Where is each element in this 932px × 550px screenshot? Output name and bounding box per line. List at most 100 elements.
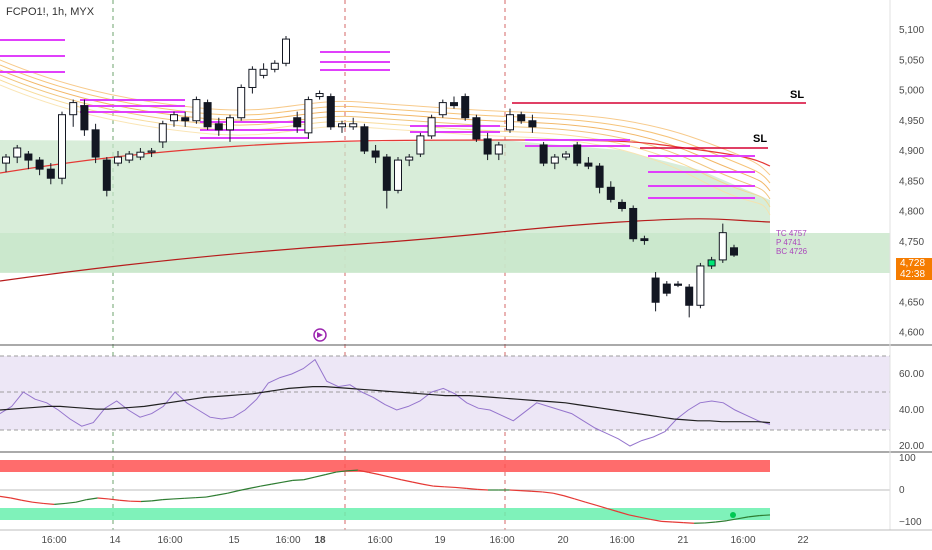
oscillator-segment	[455, 486, 467, 489]
candle	[730, 244, 738, 257]
oscillator-segment	[520, 490, 532, 492]
candle-body	[483, 138, 492, 155]
oscillator-segment	[216, 492, 228, 496]
oscillator-segment	[759, 514, 771, 517]
candle-body	[382, 156, 391, 191]
price-axis-label: 4,950	[899, 116, 924, 127]
rsi-pane[interactable]	[0, 355, 890, 447]
candle-body	[237, 86, 246, 119]
time-axis-label: 16:00	[367, 535, 392, 546]
oscillator-segment	[271, 481, 283, 485]
oscillator-segment	[86, 497, 98, 501]
candle	[494, 141, 503, 161]
candle	[315, 90, 324, 100]
candle-body	[696, 265, 705, 306]
candle	[584, 157, 593, 170]
candle-body	[181, 117, 190, 122]
candle	[718, 223, 727, 263]
oscillator-segment	[303, 476, 315, 481]
time-axis-label: 21	[677, 535, 689, 546]
candle-body	[662, 283, 671, 294]
candle-body	[170, 114, 178, 122]
candle-body	[506, 114, 514, 131]
oscillator-segment	[314, 474, 326, 478]
candle-body	[338, 123, 346, 128]
oversold-band	[0, 508, 770, 520]
oscillator-segment	[292, 479, 304, 481]
candle-body	[24, 153, 33, 161]
candle	[203, 99, 212, 130]
candle	[147, 147, 156, 158]
candle-body	[147, 150, 156, 153]
candle	[550, 154, 559, 170]
candle-body	[416, 135, 425, 155]
oscillator-segment	[140, 500, 152, 503]
oscillator-segment	[737, 516, 749, 520]
candle	[382, 154, 391, 209]
price-axis-label: 4,900	[899, 146, 924, 157]
oscillator-segment	[108, 498, 120, 501]
candle	[214, 117, 223, 136]
candle	[394, 157, 402, 194]
candle-body	[371, 150, 380, 158]
oscillator-segment	[542, 491, 554, 494]
rsi-axis-label: 40.00	[899, 405, 924, 416]
oscillator-segment	[401, 479, 413, 483]
candle-body	[718, 232, 727, 261]
candle	[472, 114, 481, 142]
candle	[450, 96, 458, 109]
candle-body	[214, 123, 223, 131]
candle-body	[203, 102, 212, 128]
candle	[226, 114, 234, 142]
oscillator-segment	[411, 481, 424, 485]
oscillator-segment	[672, 521, 684, 524]
candle	[629, 205, 638, 242]
price-axis-label: 5,100	[899, 25, 924, 36]
candle-body	[450, 102, 458, 107]
oscillator-segment	[32, 501, 44, 505]
time-axis-label: 14	[109, 535, 121, 546]
candle-body	[438, 102, 447, 116]
oscillator-segment	[151, 499, 163, 502]
ema-ribbon-line	[0, 59, 771, 176]
time-axis-label: 16:00	[609, 535, 634, 546]
candle	[685, 284, 694, 318]
candle-body	[629, 207, 638, 240]
candle	[461, 93, 470, 121]
candle-body	[517, 114, 526, 122]
time-axis-label: 16:00	[41, 535, 66, 546]
oscillator-segment	[227, 490, 239, 494]
candle	[136, 147, 145, 161]
oscillator-segment	[21, 499, 33, 503]
oscillator-axis-label: −100	[899, 517, 922, 528]
oscillator-segment	[650, 518, 662, 522]
oscillator-axis-label: 100	[899, 453, 916, 464]
candle-body	[259, 68, 268, 76]
candle-body	[102, 159, 111, 191]
candle-body	[326, 96, 335, 128]
rsi-axis-label: 60.00	[899, 369, 924, 380]
candle	[158, 120, 167, 148]
chart-annotation: SL	[753, 133, 767, 145]
chart-annotation: SL	[790, 89, 804, 101]
candle	[237, 84, 246, 121]
oscillator-axis-label: 0	[899, 485, 905, 496]
oscillator-segment	[552, 492, 565, 497]
oscillator-segment	[607, 507, 619, 513]
oscillator-segment	[205, 494, 218, 498]
candle-body	[427, 117, 436, 137]
oscillator-pane[interactable]	[0, 460, 890, 524]
candle	[506, 108, 514, 133]
candle	[102, 157, 111, 197]
oscillator-segment	[596, 504, 608, 510]
candle	[651, 272, 660, 312]
oscillator-segment	[97, 497, 109, 500]
candle-body	[226, 117, 234, 131]
oscillator-segment	[466, 487, 478, 490]
time-axis-label: 16:00	[489, 535, 514, 546]
oscillator-segment	[347, 469, 358, 472]
candle	[338, 120, 346, 133]
oscillator-segment	[748, 515, 760, 518]
